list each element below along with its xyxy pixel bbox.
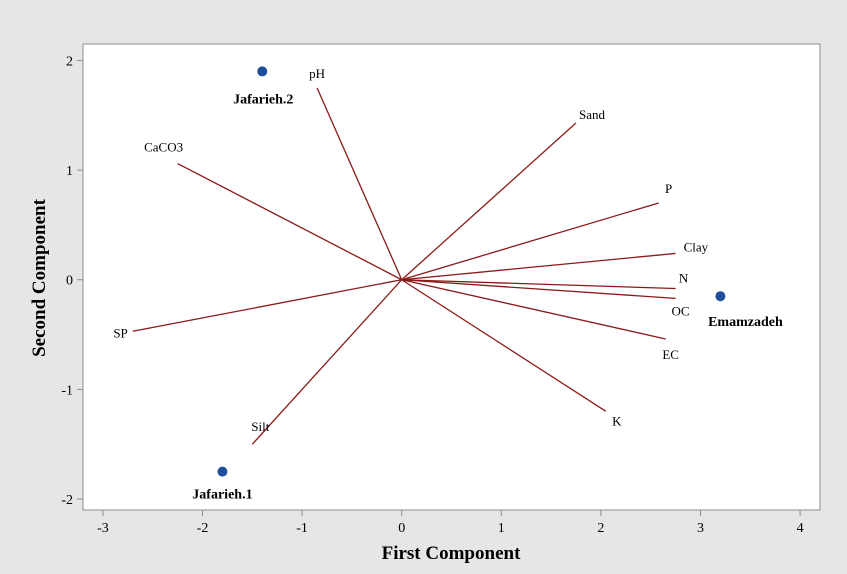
y-axis-title: Second Component [29, 198, 50, 356]
loading-vector [316, 87, 403, 281]
score-point [217, 466, 228, 477]
x-axis-title: First Component [382, 543, 521, 564]
y-tick-label: 1 [66, 164, 73, 179]
loading-vector [401, 279, 666, 340]
y-axis: -2 -1 0 1 2 [61, 54, 83, 508]
x-tick-label: 0 [398, 521, 405, 536]
loading-label: Clay [684, 239, 709, 254]
y-tick-label: -1 [61, 383, 73, 398]
score-point [257, 66, 268, 77]
loading-label: EC [662, 347, 679, 362]
loading-label: SP [113, 325, 127, 340]
loading-vector [401, 252, 676, 281]
loading-vectors: pH Sand CaCO3 P Clay N OC EC K Silt SP [113, 66, 709, 445]
loading-vector [401, 279, 676, 300]
loading-label: Silt [251, 419, 269, 434]
loading-label: CaCO3 [144, 140, 183, 155]
score-point [715, 291, 726, 302]
loading-vector [401, 202, 659, 281]
x-tick-label: 1 [498, 521, 505, 536]
y-tick-label: 2 [66, 54, 73, 69]
x-axis: -3 -2 -1 0 1 2 3 4 [97, 510, 804, 536]
loading-label: P [665, 181, 672, 196]
x-tick-label: 4 [797, 521, 804, 536]
loading-vector [251, 279, 403, 445]
score-points: Jafarieh.2 Jafarieh.1 Emamzadeh [192, 66, 783, 503]
x-tick-label: -3 [97, 521, 109, 536]
loading-label: pH [309, 66, 325, 81]
loading-vector [132, 279, 402, 332]
loading-label: N [679, 271, 689, 286]
score-point-label: Jafarieh.2 [233, 92, 293, 107]
loading-label: Sand [579, 107, 606, 122]
loading-vector [177, 162, 403, 281]
loading-vector [401, 279, 676, 290]
score-point-label: Jafarieh.1 [192, 488, 252, 503]
y-tick-label: 0 [66, 274, 73, 289]
loading-label: K [612, 413, 622, 428]
x-tick-label: -1 [296, 521, 308, 536]
x-tick-label: 2 [597, 521, 604, 536]
plot-area [82, 43, 821, 511]
loading-vector [401, 279, 607, 412]
x-tick-label: 3 [697, 521, 704, 536]
loading-label: OC [672, 303, 690, 318]
y-tick-label: -2 [61, 493, 73, 508]
loading-vector [401, 122, 577, 281]
x-tick-label: -2 [197, 521, 209, 536]
score-point-label: Emamzadeh [708, 315, 783, 330]
